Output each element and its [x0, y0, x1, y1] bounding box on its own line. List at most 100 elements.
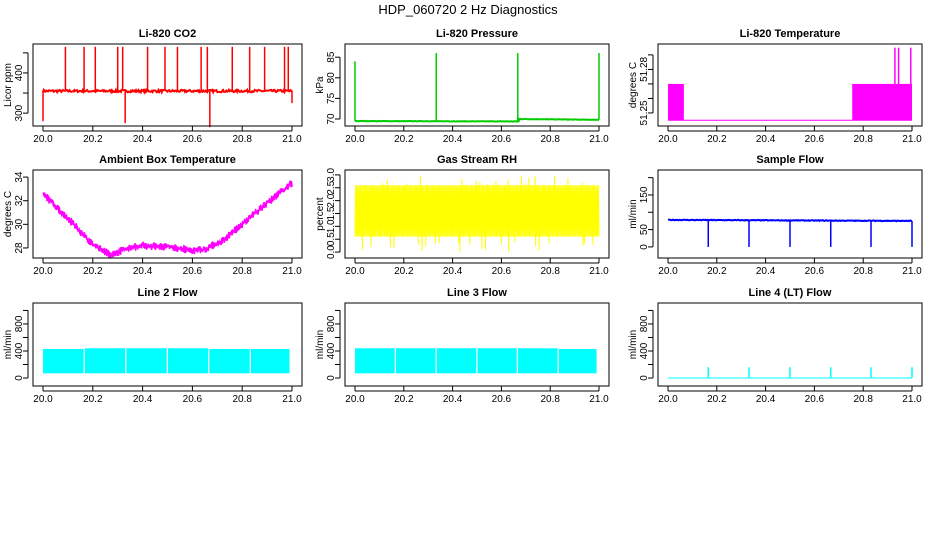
- plot-frame: [657, 302, 923, 387]
- x-tick-label: 20.6: [805, 266, 825, 277]
- x-tick-label: 20.2: [394, 394, 414, 405]
- x-tick-label: 20.4: [443, 266, 463, 277]
- x-tick-label: 20.4: [756, 266, 776, 277]
- x-tick-label: 21.0: [589, 134, 609, 145]
- data-segment: [84, 348, 126, 374]
- y-axis-label: ml/min: [628, 199, 639, 228]
- x-tick-label: 20.4: [443, 394, 463, 405]
- y-tick-label: 800: [326, 315, 337, 332]
- data-segment: [250, 348, 290, 374]
- x-tick-label: 20.0: [658, 266, 678, 277]
- panel-3: Ambient Box Temperature degrees C 20.0 20.2…: [3, 154, 303, 277]
- data-series: [42, 180, 293, 259]
- y-axis-label: Licor ppm: [3, 63, 14, 107]
- x-tick-label: 20.4: [133, 134, 153, 145]
- x-tick-label: 21.0: [902, 394, 922, 405]
- y-tick-label: 0: [326, 375, 337, 381]
- y-tick-label: 70: [326, 113, 337, 125]
- y-tick-label: 51.28: [639, 56, 650, 81]
- y-tick-label: 0: [14, 375, 25, 381]
- x-tick-label: 20.6: [492, 266, 512, 277]
- data-segment: [436, 348, 477, 374]
- y-axis-label: degrees C: [3, 191, 14, 237]
- x-tick-label: 20.8: [540, 134, 560, 145]
- x-tick-label: 20.4: [756, 394, 776, 405]
- figure-title: HDP_060720 2 Hz Diagnostics: [378, 2, 558, 17]
- x-tick-label: 20.8: [853, 134, 873, 145]
- x-tick-label: 20.0: [345, 134, 365, 145]
- data-band: [852, 83, 912, 121]
- x-tick-label: 20.2: [83, 394, 103, 405]
- y-tick-label: 300: [14, 104, 25, 121]
- x-tick-label: 20.8: [232, 134, 252, 145]
- data-segment: [43, 348, 84, 374]
- y-tick-label: 1.5: [326, 206, 337, 220]
- x-tick-label: 20.6: [183, 134, 203, 145]
- y-axis-label: ml/min: [3, 330, 14, 359]
- panel-6: Line 2 Flow ml/min 20.0 20.2 20.4 20.6 20.8 21.…: [3, 287, 303, 405]
- panel-title: Line 4 (LT) Flow: [749, 287, 832, 299]
- x-tick-label: 20.8: [853, 266, 873, 277]
- data-segment: [517, 348, 558, 374]
- x-tick-label: 20.6: [805, 394, 825, 405]
- x-tick-label: 20.6: [183, 394, 203, 405]
- y-tick-label: 34: [14, 171, 25, 183]
- data-segment: [477, 348, 517, 374]
- data-series: [354, 117, 599, 123]
- plot-frame: [32, 169, 303, 259]
- data-segment: [126, 348, 167, 374]
- plot-frame: [32, 43, 303, 127]
- panel-8: Line 4 (LT) Flow ml/min 20.0 20.2 20.4 20.6 20…: [628, 287, 923, 405]
- plot-frame: [344, 302, 610, 387]
- y-tick-label: 0.0: [326, 245, 337, 259]
- data-segment: [167, 348, 209, 374]
- x-tick-label: 21.0: [282, 266, 302, 277]
- y-tick-label: 400: [326, 342, 337, 359]
- x-tick-label: 20.2: [83, 134, 103, 145]
- panel-0: Li-820 CO2 Licor ppm 20.0 20.2 20.4 20.6 20.8 2…: [3, 28, 303, 145]
- y-tick-label: 51.25: [639, 100, 650, 125]
- x-tick-label: 20.0: [33, 134, 53, 145]
- x-tick-label: 20.0: [658, 134, 678, 145]
- panel-2: Li-820 Temperature degrees C 20.0 20.2 20.4 2…: [628, 28, 923, 145]
- x-tick-label: 20.2: [707, 134, 727, 145]
- x-tick-label: 20.4: [443, 134, 463, 145]
- y-tick-label: 0: [639, 375, 650, 381]
- x-tick-label: 20.6: [492, 394, 512, 405]
- y-tick-label: 400: [639, 342, 650, 359]
- x-tick-label: 20.4: [133, 266, 153, 277]
- y-axis-label: ml/min: [628, 330, 639, 359]
- y-tick-label: 30: [14, 218, 25, 230]
- y-tick-label: 0.5: [326, 232, 337, 246]
- panel-7: Line 3 Flow ml/min 20.0 20.2 20.4 20.6 20.8 21.…: [315, 287, 610, 405]
- panel-title: Li-820 Pressure: [436, 28, 518, 40]
- x-tick-label: 21.0: [282, 134, 302, 145]
- x-tick-label: 20.0: [658, 394, 678, 405]
- x-tick-label: 20.8: [853, 394, 873, 405]
- y-tick-label: 800: [639, 315, 650, 332]
- x-tick-label: 21.0: [589, 394, 609, 405]
- panel-title: Li-820 CO2: [139, 28, 196, 40]
- x-tick-label: 20.8: [540, 394, 560, 405]
- x-tick-label: 21.0: [902, 266, 922, 277]
- data-band: [668, 83, 684, 121]
- x-tick-label: 20.4: [133, 394, 153, 405]
- y-tick-label: 3.0: [326, 168, 337, 182]
- y-tick-label: 2.0: [326, 193, 337, 207]
- y-tick-label: 75: [326, 92, 337, 104]
- data-segment: [355, 348, 395, 374]
- x-tick-label: 20.0: [33, 266, 53, 277]
- x-tick-label: 20.2: [394, 266, 414, 277]
- y-tick-label: 150: [639, 186, 650, 203]
- x-tick-label: 20.2: [707, 266, 727, 277]
- y-tick-label: 32: [14, 195, 25, 207]
- panel-title: Line 3 Flow: [447, 287, 507, 299]
- plot-frame: [657, 169, 923, 259]
- x-tick-label: 20.2: [83, 266, 103, 277]
- y-axis-label: kPa: [315, 76, 326, 94]
- panel-title: Line 2 Flow: [138, 287, 198, 299]
- y-axis-label: percent: [315, 197, 326, 231]
- data-segment: [209, 348, 250, 374]
- panel-5: Sample Flow ml/min 20.0 20.2 20.4 20.6 20.8 21.…: [628, 154, 923, 277]
